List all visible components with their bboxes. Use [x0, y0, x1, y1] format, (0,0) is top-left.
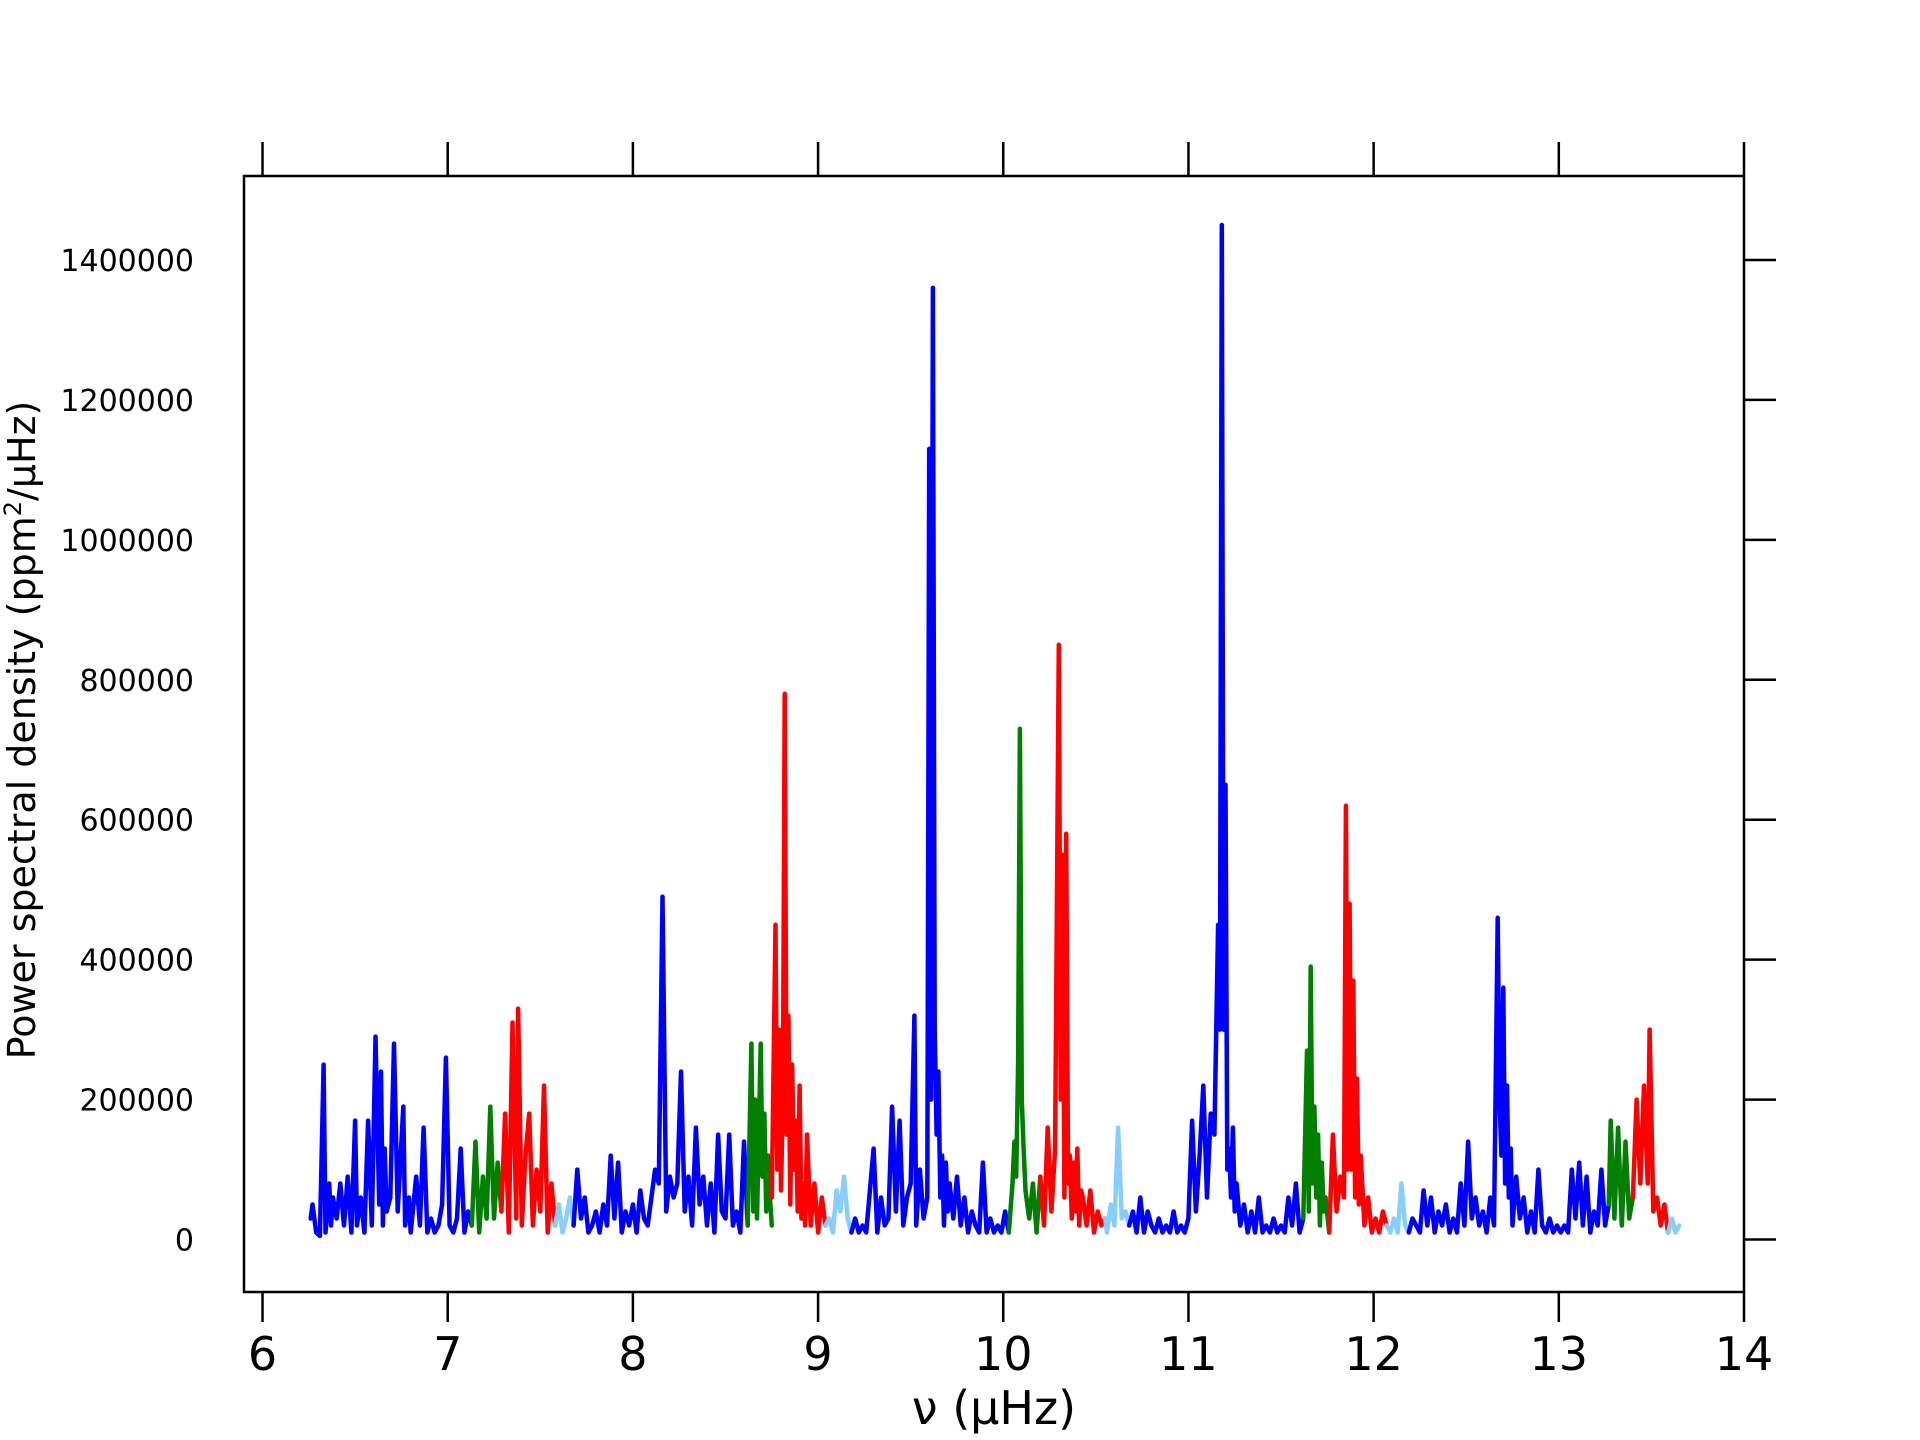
x-tick-label-14: 14: [1715, 1327, 1774, 1381]
x-tick-label-6: 6: [248, 1327, 277, 1381]
x-tick-label-7: 7: [433, 1327, 462, 1381]
series-layer: [308, 222, 1682, 1239]
x-tick-label-12: 12: [1344, 1327, 1403, 1381]
y-axis-title-superscript: 2: [0, 501, 27, 516]
plot-area: [242, 174, 1746, 1294]
psd-segment-green-5: [745, 1041, 775, 1228]
psd-segment-blue-4: [571, 894, 750, 1235]
psd-segment-lightblue-15: [1384, 1181, 1412, 1235]
psd-segment-red-6: [769, 691, 828, 1235]
y-tick-label-400000: 400000: [79, 944, 194, 979]
y-tick-label-1200000: 1200000: [60, 384, 194, 419]
x-tick-label-10: 10: [974, 1327, 1033, 1381]
y-axis-title-tail: /μHz): [0, 401, 44, 501]
y-axis: 0 200000 400000 600000 800000 1000000 1200000 1…: [60, 244, 1776, 1259]
x-axis-title: ν (μHz): [912, 1381, 1076, 1435]
y-axis-title-main: Power spectral density (ppm: [0, 516, 44, 1059]
x-tick-label-13: 13: [1530, 1327, 1589, 1381]
x-tick-label-8: 8: [618, 1327, 647, 1381]
y-axis-title: Power spectral density (ppm2/μHz): [0, 401, 44, 1060]
y-tick-label-200000: 200000: [79, 1084, 194, 1119]
psd-segment-blue-0: [308, 1034, 475, 1239]
psd-segment-blue-8: [849, 285, 1012, 1235]
psd-segment-lightblue-11: [1102, 1125, 1132, 1235]
x-axis: 6 7 8 9 10 11 12 13 14: [248, 142, 1773, 1381]
psd-segment-green-1: [469, 1104, 504, 1235]
x-tick-label-11: 11: [1159, 1327, 1218, 1381]
x-tick-label-9: 9: [803, 1327, 832, 1381]
psd-segment-green-9: [1006, 726, 1043, 1235]
y-tick-label-1400000: 1400000: [60, 244, 194, 279]
y-tick-label-1000000: 1000000: [60, 524, 194, 559]
psd-segment-blue-12: [1126, 222, 1306, 1235]
psd-segment-lightblue-7: [823, 1174, 854, 1235]
psd-segment-green-13: [1301, 964, 1332, 1235]
psd-segment-red-18: [1630, 1027, 1671, 1235]
psd-segment-red-2: [499, 1006, 558, 1235]
psd-segment-red-14: [1326, 803, 1389, 1235]
y-tick-label-800000: 800000: [79, 664, 194, 699]
psd-segment-red-10: [1038, 642, 1108, 1235]
psd-segment-blue-16: [1406, 915, 1612, 1235]
psd-segment-green-17: [1606, 1118, 1636, 1228]
y-tick-label-0: 0: [175, 1224, 194, 1259]
psd-segment-lightblue-3: [552, 1195, 576, 1235]
psd-segment-lightblue-19: [1665, 1216, 1682, 1235]
y-tick-label-600000: 600000: [79, 804, 194, 839]
